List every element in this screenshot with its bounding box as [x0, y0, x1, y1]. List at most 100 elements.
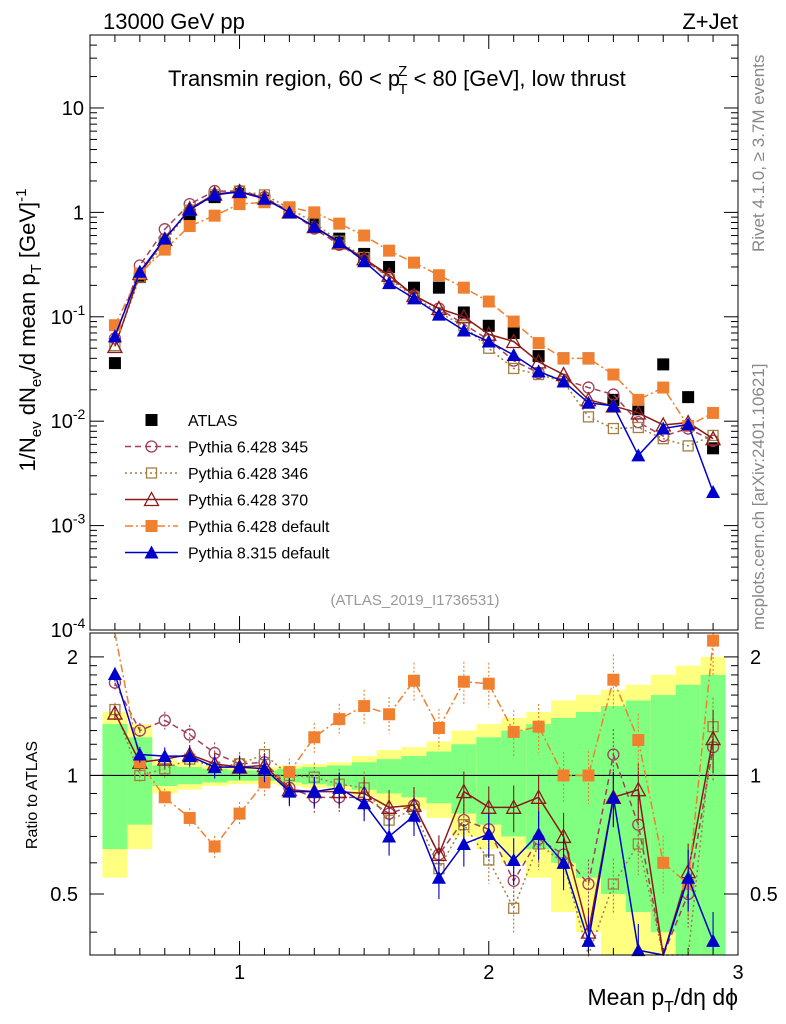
legend-marker	[143, 491, 160, 507]
series-5-point	[257, 191, 272, 205]
ratio-tick-label: 0.5	[50, 884, 78, 906]
ratio-4-point	[333, 713, 346, 726]
mcplots-label: mcplots.cern.ch [arXiv:2401.10621]	[749, 364, 768, 630]
series-5-point	[556, 374, 571, 388]
series-4-point	[632, 393, 645, 406]
rivet-version-label: Rivet 4.1.0, ≥ 3.7M events	[749, 55, 768, 252]
series-5-point	[681, 417, 696, 431]
series-4-point	[482, 295, 495, 308]
series-5-point	[431, 307, 446, 321]
atlas-data-point	[507, 326, 520, 339]
ratio-1-point	[607, 748, 620, 761]
ratio-4-point	[158, 791, 171, 804]
atlas-data-point	[657, 358, 670, 371]
ratio-tick-label: 1	[67, 765, 78, 787]
ratio-5-point	[357, 796, 372, 810]
ratio-4-point	[358, 700, 371, 713]
series-4-point	[383, 244, 396, 257]
legend-marker	[144, 545, 159, 559]
x-axis-label: Mean pT/dη dϕ	[587, 984, 738, 1016]
atlas-data-point	[108, 357, 121, 370]
ratio-4-point	[383, 708, 396, 721]
atlas-data-point	[482, 319, 495, 332]
header-left-label: 13000 GeV pp	[103, 9, 245, 34]
plot-title: Transmin region, 60 < pZ T < 80 [GeV], lo…	[168, 63, 626, 98]
atlas-data-point	[682, 391, 695, 404]
y-tick-label: 10-4	[51, 615, 86, 642]
series-5-point	[332, 235, 347, 249]
ratio-5-point	[132, 747, 147, 761]
x-tick-label: 1	[234, 962, 245, 984]
series-4-point	[507, 315, 520, 328]
series-4-point	[557, 352, 570, 365]
legend-label: ATLAS	[188, 413, 238, 430]
ratio-3-point	[380, 798, 398, 814]
ratio-tick-label-right: 0.5	[750, 884, 778, 906]
ratio-4-point	[482, 677, 495, 690]
legend-label: Pythia 6.428 default	[188, 519, 330, 536]
series-5-point	[456, 323, 471, 337]
main-plot-frame	[89, 34, 739, 631]
ratio-4-point	[408, 674, 420, 687]
ratio-5-point	[207, 760, 222, 774]
series-3-point	[505, 333, 522, 349]
ratio-4-point	[657, 856, 670, 869]
legend-label: Pythia 6.428 346	[188, 466, 308, 483]
ratio-5-point	[282, 784, 297, 798]
ratio-5-point	[407, 808, 421, 822]
series-4-point	[432, 269, 445, 282]
ratio-series-layer	[106, 632, 722, 958]
ratio-5-point	[681, 870, 696, 884]
legend-marker	[145, 414, 158, 426]
ratio-1-point	[582, 877, 595, 891]
ratio-5-point	[382, 829, 397, 843]
ratio-5-point	[481, 827, 496, 841]
ratio-5-point	[232, 760, 247, 774]
ratio-tick-label-right: 1	[750, 765, 761, 787]
main-series-layer	[106, 183, 722, 498]
series-5-point	[132, 264, 147, 278]
ratio-plot-frame	[89, 632, 739, 956]
ratio-5-point	[157, 749, 172, 763]
series-5-point	[307, 219, 322, 233]
ratio-1-point	[158, 714, 171, 727]
series-4-point	[657, 381, 670, 394]
y-tick-label: 10-1	[51, 302, 86, 329]
ratio-3-point	[505, 798, 522, 814]
series-4-point	[532, 337, 545, 350]
ratio-4-point	[233, 807, 246, 820]
ratio-5-point	[332, 780, 347, 794]
series-3-point	[630, 404, 647, 420]
series-5-point	[157, 231, 172, 245]
ratio-2-point	[607, 878, 620, 890]
series-4-point	[208, 209, 221, 222]
series-4-point	[308, 206, 321, 219]
series-5-point	[581, 395, 596, 409]
series-4-point	[582, 352, 595, 365]
series-5-point	[407, 291, 421, 305]
y-tick-label: 1	[73, 202, 84, 224]
y-tick-label: 10-2	[51, 406, 86, 433]
atlas-data-point	[432, 281, 445, 294]
series-4-point	[607, 368, 620, 381]
legend-label: Pythia 6.428 345	[188, 440, 308, 457]
series-5-point	[531, 364, 546, 378]
ratio-5-point	[631, 943, 646, 957]
x-tick-label: 2	[483, 962, 494, 984]
series-3-point	[704, 430, 722, 446]
ratio-4-point	[308, 731, 321, 744]
series-4-point	[408, 256, 420, 269]
ratio-5-point	[431, 870, 446, 884]
ratio-3-point	[530, 788, 547, 804]
series-4-point	[707, 406, 720, 419]
ratio-4-point	[432, 721, 445, 734]
series-4-point	[333, 217, 346, 230]
ratio-4-point	[507, 725, 520, 738]
ratio-4-point	[208, 840, 221, 853]
ratio-4-point	[582, 769, 595, 782]
header-right-label: Z+Jet	[682, 9, 738, 34]
series-5-point	[656, 421, 671, 435]
series-5-point	[631, 448, 646, 462]
series-2-point	[508, 362, 520, 375]
series-5-point	[357, 254, 372, 268]
